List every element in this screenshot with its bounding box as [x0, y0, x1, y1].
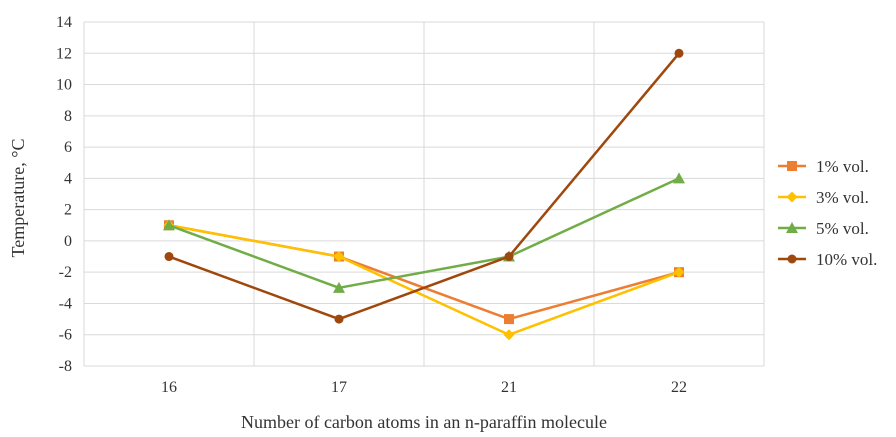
data-point [504, 252, 514, 262]
series-10-vol [164, 48, 684, 324]
data-point [164, 252, 174, 262]
legend-label: 10% vol. [816, 250, 877, 269]
y-tick-label: -6 [59, 327, 72, 344]
legend-marker [787, 254, 797, 264]
legend-marker [786, 191, 798, 203]
legend-label: 3% vol. [816, 188, 869, 207]
x-tick-label: 22 [671, 379, 687, 396]
y-tick-label: 2 [64, 202, 72, 219]
axis-layer: -8 -6 -4 -2 0 2 4 6 8 10 12 14 16 17 21 22 [56, 14, 687, 396]
data-point [673, 266, 685, 278]
legend-item: 3% vol. [778, 188, 869, 207]
series-line [168, 177, 680, 290]
y-tick-label: 12 [56, 45, 72, 62]
y-tick-label: 4 [64, 170, 72, 187]
data-point [504, 314, 514, 325]
data-point [503, 329, 515, 341]
legend: 1% vol. 3% vol. 5% vol. 10% vol. [778, 157, 877, 269]
series-line [168, 52, 680, 321]
y-tick-label: 8 [64, 108, 72, 125]
y-tick-label: -4 [59, 295, 72, 312]
data-point [163, 219, 175, 231]
data-point [334, 314, 344, 324]
grid-layer [83, 21, 765, 367]
y-tick-label: -8 [59, 358, 72, 375]
y-axis-title: Temperature, °C [8, 139, 28, 258]
x-tick-label: 17 [331, 379, 347, 396]
y-tick-label: 14 [56, 14, 72, 31]
y-tick-label: -2 [59, 264, 72, 281]
series-layer [163, 48, 685, 341]
legend-item: 1% vol. [778, 157, 869, 176]
legend-label: 5% vol. [816, 219, 869, 238]
legend-label: 1% vol. [816, 157, 869, 176]
legend-item: 10% vol. [778, 250, 877, 269]
series-line [168, 224, 680, 336]
y-tick-label: 6 [64, 139, 72, 156]
legend-marker [786, 222, 798, 233]
data-point [333, 251, 345, 263]
y-tick-label: 0 [64, 233, 72, 250]
legend-item: 5% vol. [778, 219, 869, 238]
y-tick-label: 10 [56, 77, 72, 94]
x-axis-title: Number of carbon atoms in an n-paraffin … [241, 412, 607, 432]
x-tick-label: 16 [161, 379, 177, 396]
data-point [674, 48, 684, 58]
data-point [673, 172, 685, 184]
data-point [333, 281, 345, 293]
x-tick-label: 21 [501, 379, 517, 396]
legend-marker [787, 161, 797, 171]
